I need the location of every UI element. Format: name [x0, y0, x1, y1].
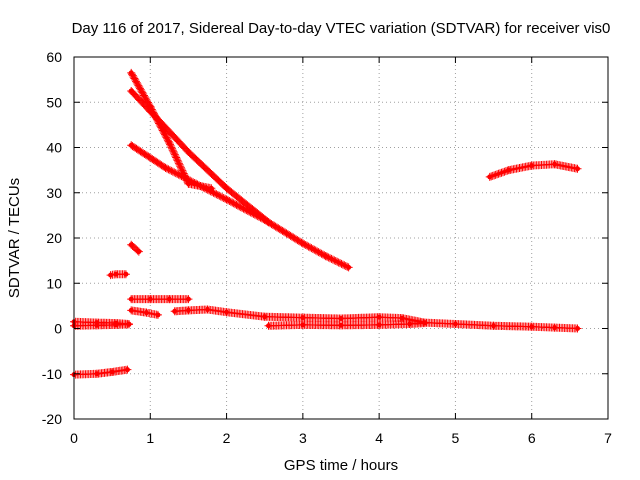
y-tick-label: -20 [42, 411, 62, 427]
data-point [422, 320, 428, 326]
x-tick-label: 6 [528, 430, 536, 446]
data-point [126, 321, 132, 327]
x-tick-label: 7 [604, 430, 612, 446]
data-point [123, 271, 129, 277]
y-axis-label: SDTVAR / TECUs [6, 178, 23, 298]
data-series-4 [127, 240, 143, 256]
data-series-12 [485, 160, 582, 181]
x-tick-label: 0 [70, 430, 78, 446]
y-tick-label: 20 [46, 230, 62, 246]
x-tick-label: 3 [299, 430, 307, 446]
data-point [574, 166, 580, 172]
data-point [185, 296, 191, 302]
data-point [346, 264, 352, 270]
data-series-5 [127, 295, 193, 304]
x-tick-label: 2 [223, 430, 231, 446]
data-series-8 [264, 319, 429, 330]
y-tick-label: 30 [46, 185, 62, 201]
data-marks [70, 68, 582, 379]
x-axis-label: GPS time / hours [284, 457, 398, 474]
data-point [124, 367, 130, 373]
y-tick-label: 60 [46, 49, 62, 65]
data-point [136, 249, 142, 255]
data-series-11 [127, 141, 353, 272]
data-series-1 [70, 320, 133, 330]
data-series-7 [170, 305, 582, 333]
data-point [155, 312, 161, 318]
y-tick-label: 10 [46, 275, 62, 291]
x-tick-labels: 0 1 2 3 4 5 6 7 [70, 430, 612, 446]
axis-ticks [73, 56, 609, 420]
y-tick-label: 50 [46, 94, 62, 110]
x-tick-label: 5 [452, 430, 460, 446]
data-series-6 [127, 306, 162, 319]
data-series-3 [106, 270, 130, 280]
y-tick-label: -10 [42, 366, 62, 382]
y-tick-label: 40 [46, 140, 62, 156]
data-series-2 [70, 365, 132, 379]
x-tick-label: 4 [375, 430, 383, 446]
y-tick-label: 0 [54, 321, 62, 337]
chart-title: Day 116 of 2017, Sidereal Day-to-day VTE… [72, 20, 611, 37]
x-tick-label: 1 [146, 430, 154, 446]
data-point [574, 326, 580, 331]
data-series-10 [127, 86, 273, 227]
y-tick-labels: -20 -10 0 10 20 30 40 50 60 [42, 49, 62, 427]
